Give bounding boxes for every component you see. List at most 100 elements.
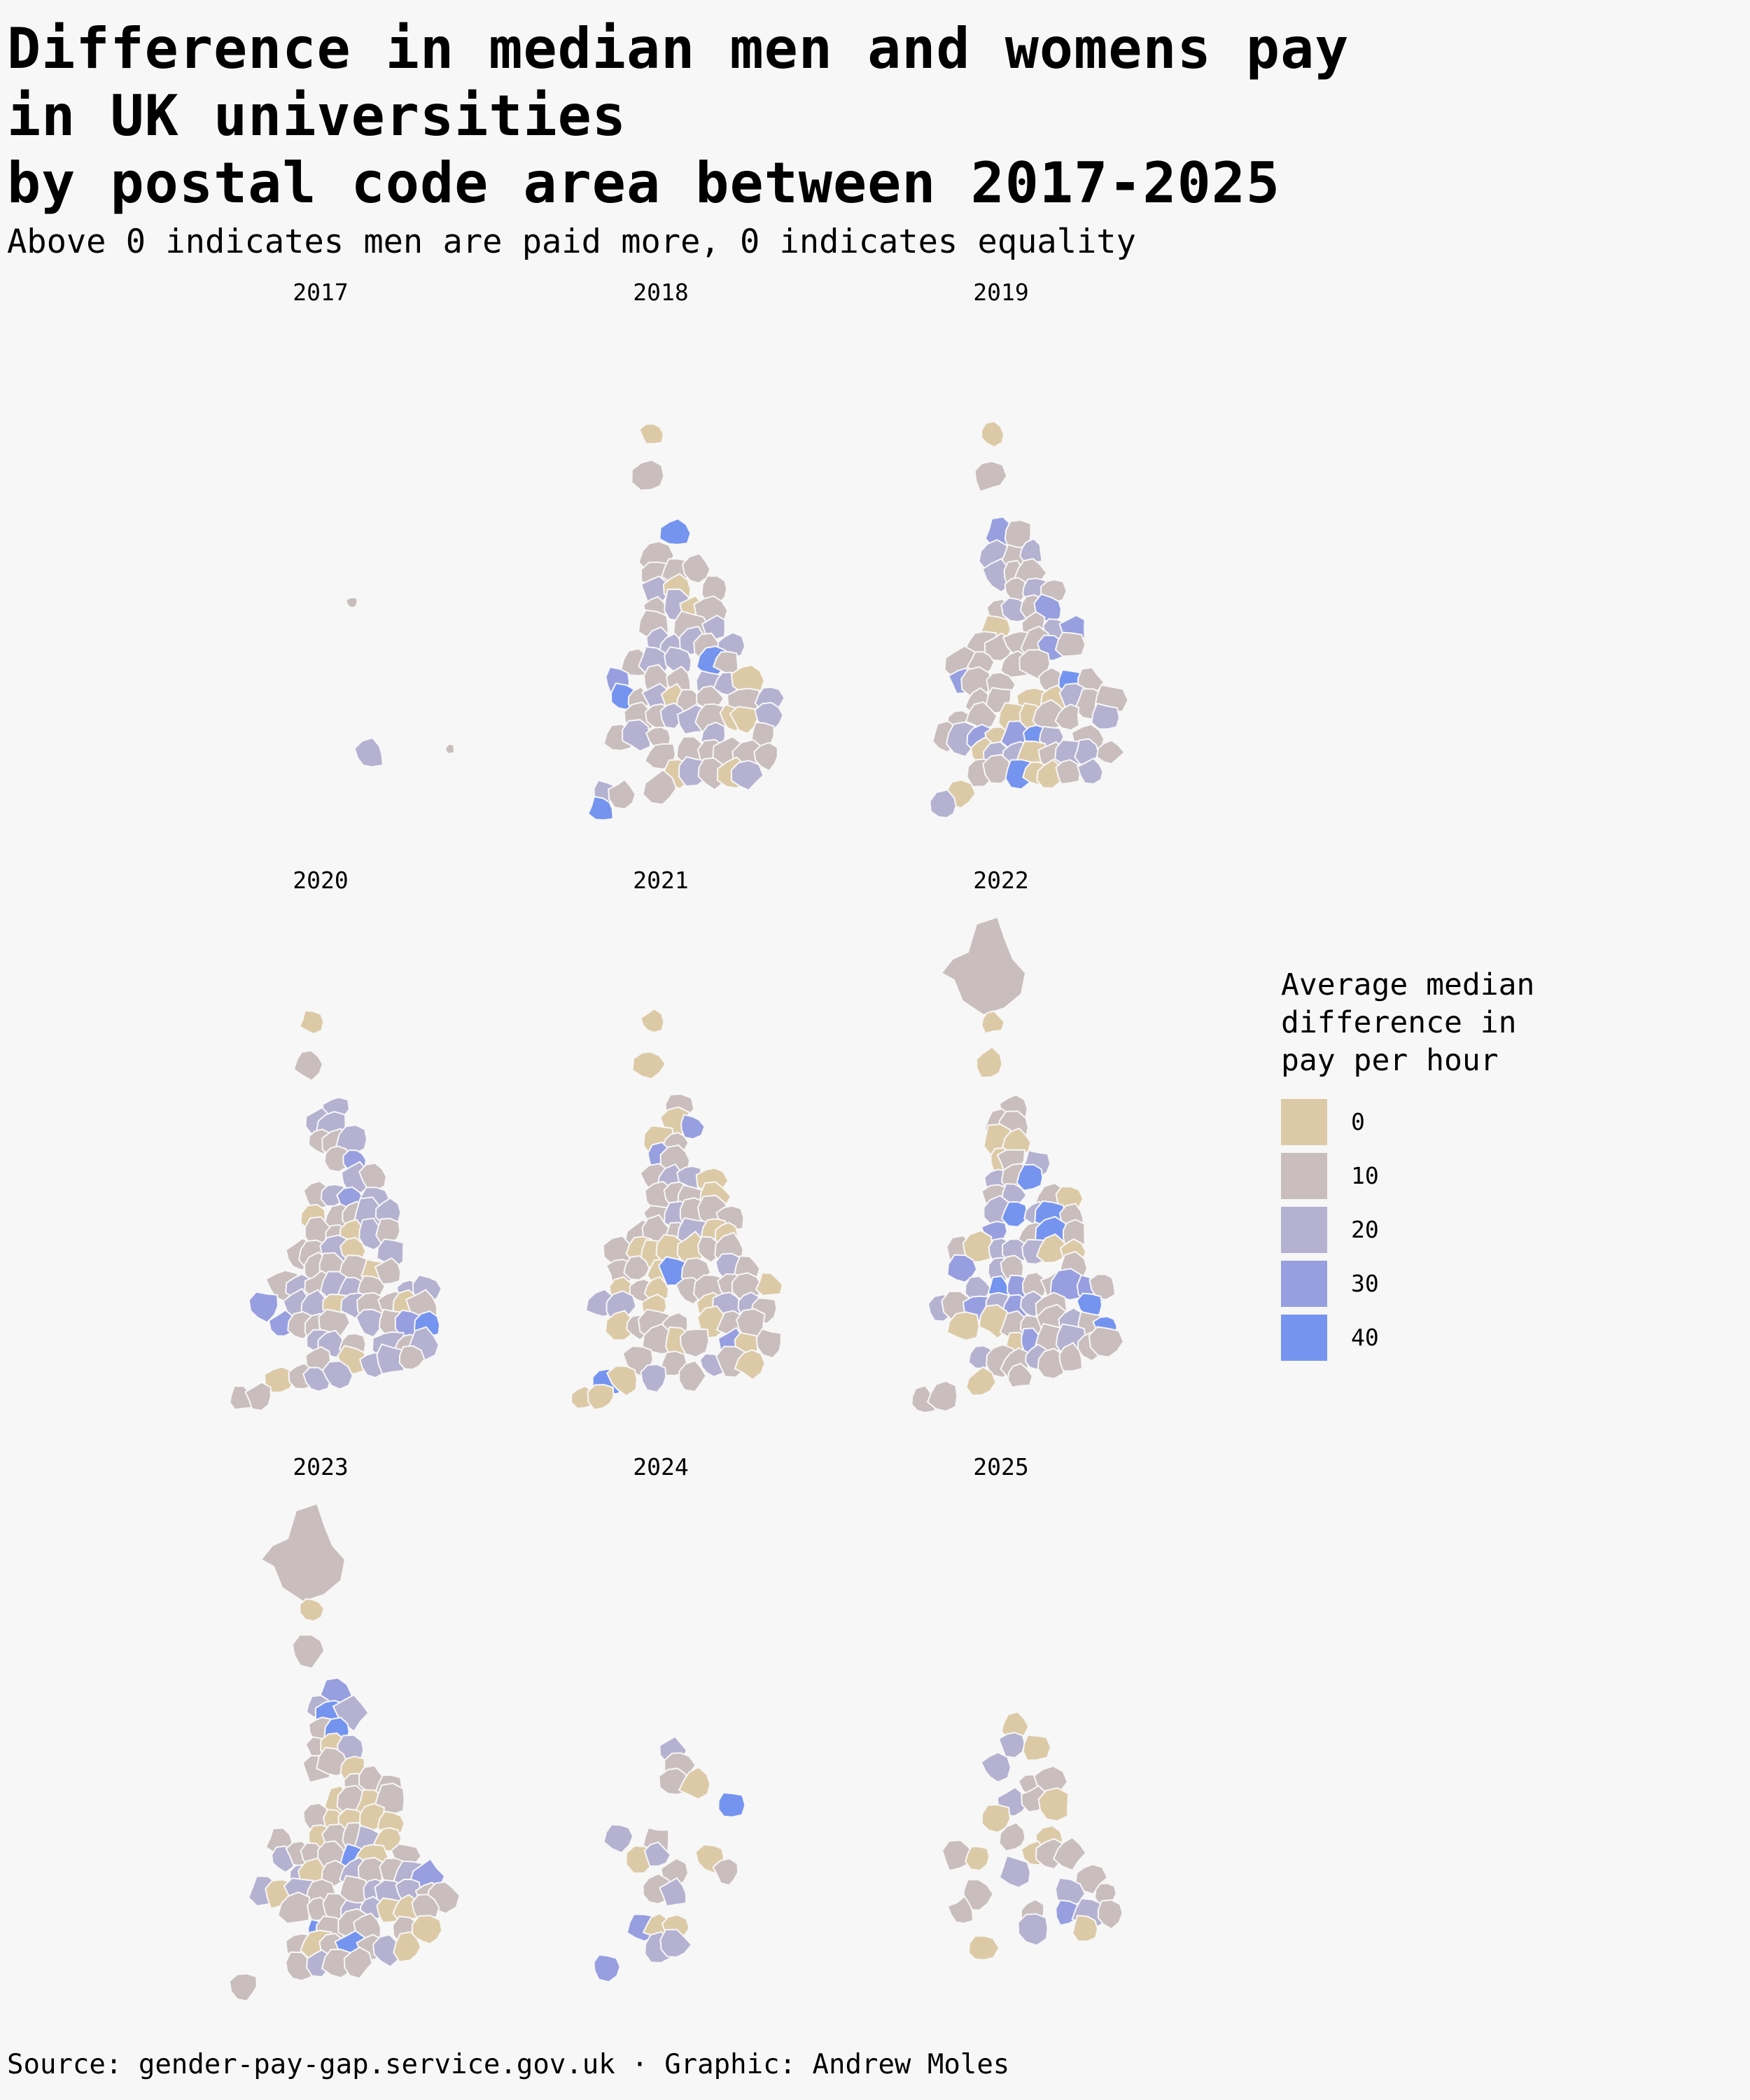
postal-area <box>1017 1913 1049 1947</box>
postal-area <box>444 743 456 755</box>
legend-item-10: 10 <box>1281 1149 1575 1203</box>
postal-area <box>374 1256 402 1285</box>
postal-area <box>680 1114 706 1140</box>
postal-area <box>678 1766 711 1800</box>
map-2017 <box>344 596 456 768</box>
postal-area <box>608 778 636 810</box>
postal-area <box>298 1009 325 1035</box>
legend-label-0: 0 <box>1351 1107 1365 1135</box>
legend-item-0: 0 <box>1281 1095 1575 1149</box>
postal-area <box>678 1359 707 1393</box>
postal-area <box>228 1973 258 2002</box>
postal-area <box>1097 1899 1124 1930</box>
postal-area <box>982 754 1012 785</box>
postal-area <box>962 1879 994 1912</box>
postal-area <box>640 1008 665 1034</box>
legend-swatch-10 <box>1281 1152 1327 1199</box>
postal-area <box>911 1385 938 1414</box>
map-2023 <box>228 1502 461 2002</box>
postal-area <box>980 1751 1011 1783</box>
postal-area <box>1096 739 1126 765</box>
panel-title-2023: 2023 <box>293 1453 349 1480</box>
title-line-1: Difference in median men and womens pay <box>7 16 1350 81</box>
map-2020 <box>229 1009 442 1412</box>
map-2021 <box>570 1008 784 1411</box>
postal-area <box>1077 757 1104 785</box>
map-2019 <box>929 420 1129 819</box>
postal-area <box>926 1380 958 1413</box>
panel-title-2017: 2017 <box>293 279 349 306</box>
postal-area <box>293 1049 323 1082</box>
postal-area <box>755 1328 782 1359</box>
postal-area <box>1035 1233 1070 1264</box>
legend-item-20: 20 <box>1281 1203 1575 1256</box>
title-line-2: in UK universities <box>7 83 626 148</box>
postal-area <box>291 1634 326 1670</box>
postal-area <box>643 1841 672 1867</box>
postal-area <box>729 706 758 735</box>
postal-area <box>681 552 711 584</box>
postal-area <box>623 1254 650 1281</box>
postal-area <box>734 1349 766 1381</box>
postal-area <box>1052 1836 1087 1872</box>
postal-area <box>355 1308 383 1338</box>
legend-label-10: 10 <box>1351 1161 1379 1189</box>
postal-area <box>244 1381 272 1412</box>
postal-area <box>679 1328 710 1358</box>
postal-area <box>659 517 692 545</box>
panel-title-2025: 2025 <box>973 1453 1029 1480</box>
map-2022 <box>911 916 1125 1414</box>
postal-area <box>376 1343 405 1375</box>
postal-area <box>603 1823 634 1854</box>
postal-area <box>975 1046 1003 1079</box>
postal-area <box>1007 1362 1033 1389</box>
legend-items: 0 10 20 30 40 <box>1281 1095 1575 1364</box>
postal-area <box>392 1893 419 1923</box>
postal-area <box>1058 1342 1083 1372</box>
map-2024 <box>593 1735 746 1983</box>
postal-area <box>393 1931 422 1963</box>
postal-area <box>1037 1348 1065 1380</box>
postal-area <box>622 719 652 752</box>
postal-area <box>631 459 665 491</box>
source-credit: Source: gender-pay-gap.service.gov.uk · … <box>7 2049 1010 2080</box>
postal-area <box>997 1731 1026 1759</box>
postal-area <box>321 1360 354 1390</box>
postal-area <box>638 423 664 444</box>
postal-area <box>372 1933 400 1968</box>
legend-label-40: 40 <box>1351 1323 1379 1351</box>
postal-area <box>965 1366 997 1396</box>
postal-area <box>659 1928 693 1958</box>
postal-area <box>332 1693 370 1732</box>
legend-swatch-0 <box>1281 1098 1327 1145</box>
postal-area <box>1088 1273 1116 1301</box>
legend-swatch-30 <box>1281 1260 1327 1307</box>
postal-area <box>755 1272 784 1296</box>
postal-area <box>398 1345 426 1371</box>
postal-area <box>335 1124 368 1154</box>
postal-area <box>1000 1200 1028 1228</box>
postal-area <box>940 916 1027 1016</box>
postal-area <box>604 1310 637 1341</box>
postal-area <box>1054 631 1086 657</box>
postal-area <box>1016 1163 1044 1191</box>
postal-area <box>1022 1734 1052 1761</box>
postal-area <box>1055 759 1082 785</box>
postal-area <box>718 1791 746 1818</box>
postal-area <box>1004 577 1027 604</box>
map-2025 <box>941 1711 1124 1961</box>
legend-item-40: 40 <box>1281 1310 1575 1364</box>
postal-area <box>998 1854 1031 1889</box>
postal-area <box>260 1502 346 1603</box>
postal-area <box>344 596 358 609</box>
panel-title-2018: 2018 <box>633 279 689 306</box>
postal-area <box>659 1877 687 1907</box>
legend-swatch-20 <box>1281 1206 1327 1253</box>
postal-area <box>753 741 778 772</box>
postal-area <box>1091 702 1121 730</box>
postal-area <box>1072 1914 1099 1942</box>
postal-area <box>946 721 977 758</box>
legend-item-30: 30 <box>1281 1256 1575 1310</box>
postal-area <box>712 1858 739 1886</box>
postal-area <box>640 1364 667 1394</box>
